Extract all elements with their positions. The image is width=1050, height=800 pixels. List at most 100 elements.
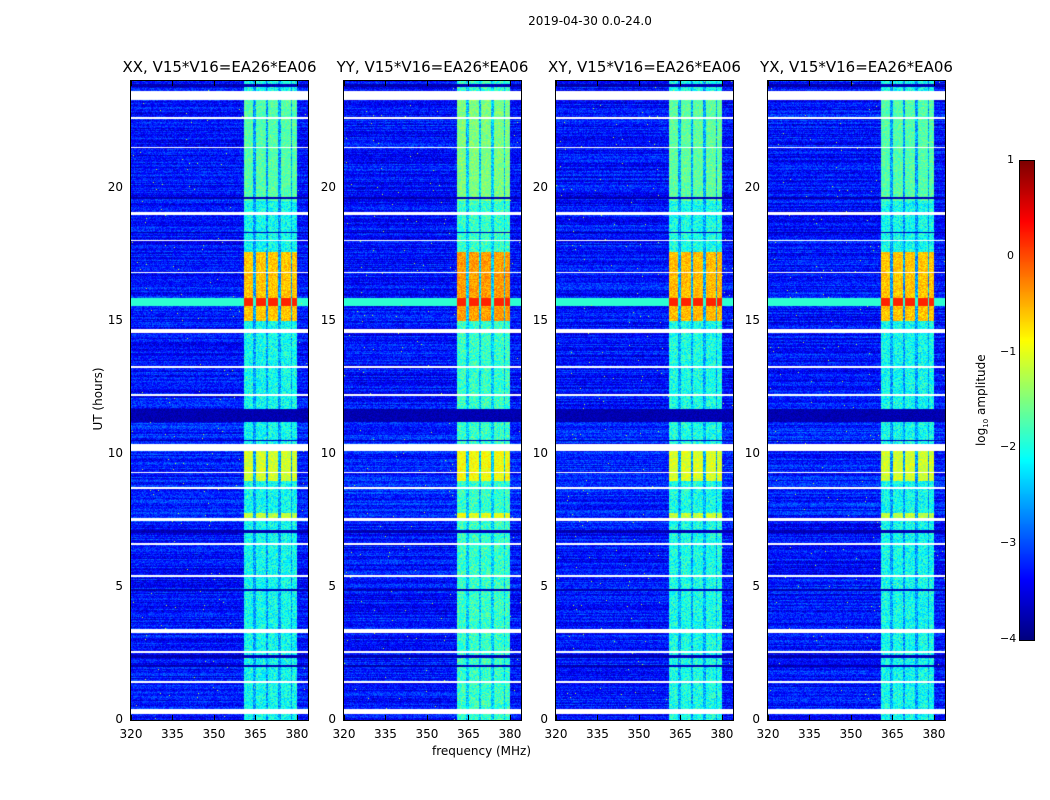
y-tick-label: 20: [532, 179, 548, 194]
panel-0: XX, V15*V16=EA26*EA06 320 335 350 365 380 0 5 10…: [108, 58, 317, 741]
x-tick-mark: [468, 715, 470, 720]
colorbar-label: log10 amplitude: [973, 354, 991, 447]
colorbar-tick-label: −4: [1000, 632, 1017, 645]
x-tick-label: 350: [627, 727, 651, 741]
x-tick-label: 335: [586, 727, 609, 741]
x-tick-mark: [597, 715, 599, 720]
x-tick-label: 350: [415, 727, 439, 741]
x-tick-mark: [213, 81, 215, 86]
x-tick-label: 380: [498, 727, 522, 741]
x-tick-mark: [933, 81, 935, 86]
x-tick-mark: [385, 81, 387, 86]
panel-title: YX, V15*V16=EA26*EA06: [760, 58, 953, 76]
x-tick-mark: [638, 81, 640, 86]
y-tick-label: 5: [115, 578, 123, 593]
heatmap-image: [344, 81, 521, 720]
axes-frame: [343, 80, 522, 721]
x-tick-label: 380: [285, 727, 309, 741]
colorbar-tick-label: −2: [1000, 440, 1017, 454]
y-tick-label: 15: [744, 312, 760, 327]
x-tick-label: 320: [332, 727, 356, 741]
y-tick-label: 0: [540, 712, 548, 726]
colorbar: [1019, 160, 1035, 641]
x-tick-mark: [131, 715, 132, 720]
x-tick-label: 365: [457, 727, 480, 741]
x-tick-mark: [213, 715, 215, 720]
x-tick-mark: [850, 81, 852, 86]
x-tick-label: 365: [881, 727, 904, 741]
axes-frame: [555, 80, 734, 721]
x-tick-mark: [768, 81, 769, 86]
y-tick-label: 10: [532, 445, 548, 460]
x-tick-mark: [721, 81, 723, 86]
heatmap-image: [556, 81, 733, 720]
y-tick-label: 20: [744, 179, 760, 194]
panel-1: YY, V15*V16=EA26*EA06 320 335 350 365 380 0 5 10…: [321, 58, 529, 741]
x-tick-label: 365: [244, 727, 267, 741]
x-tick-mark: [680, 81, 682, 86]
y-tick-label: 0: [115, 712, 123, 726]
y-tick-label: 15: [532, 312, 548, 327]
x-tick-mark: [721, 715, 723, 720]
y-tick-label: 0: [752, 712, 760, 726]
y-tick-label: 15: [107, 312, 123, 327]
x-tick-mark: [638, 715, 640, 720]
y-tick-label: 20: [107, 179, 123, 194]
x-axis-label: frequency (MHz): [432, 744, 532, 758]
y-tick-label: 5: [540, 578, 548, 593]
x-tick-mark: [255, 715, 257, 720]
heatmap-image: [131, 81, 308, 720]
colorbar-tick-label: 0: [1007, 248, 1014, 262]
heatmap-image: [768, 81, 945, 720]
y-tick-label: 20: [320, 179, 336, 194]
x-tick-mark: [426, 81, 428, 86]
x-tick-label: 380: [922, 727, 946, 741]
panel-2: XY, V15*V16=EA26*EA06 320 335 350 365 380 0 5 10…: [533, 58, 741, 741]
x-tick-mark: [850, 715, 852, 720]
y-tick-label: 5: [328, 578, 336, 593]
x-tick-label: 380: [710, 727, 734, 741]
x-tick-mark: [892, 81, 894, 86]
x-tick-mark: [933, 715, 935, 720]
colorbar-tick-label: −3: [1000, 536, 1017, 550]
axes-frame: [130, 80, 309, 721]
y-tick-label: 10: [107, 445, 123, 460]
colorbar-tick-label: 1: [1007, 153, 1014, 166]
y-tick-label: 10: [744, 445, 760, 460]
y-tick-label: 5: [752, 578, 760, 593]
x-tick-label: 335: [798, 727, 821, 741]
x-tick-mark: [892, 715, 894, 720]
x-tick-mark: [809, 81, 811, 86]
x-tick-mark: [255, 81, 257, 86]
x-tick-mark: [172, 81, 174, 86]
x-tick-mark: [172, 715, 174, 720]
x-tick-mark: [296, 81, 298, 86]
x-tick-label: 320: [756, 727, 780, 741]
y-axis-label: UT (hours): [91, 367, 105, 431]
x-tick-mark: [344, 81, 345, 86]
x-tick-label: 335: [161, 727, 184, 741]
x-tick-label: 350: [202, 727, 226, 741]
axes-frame: [767, 80, 946, 721]
x-tick-label: 320: [119, 727, 143, 741]
x-tick-mark: [131, 81, 132, 86]
x-tick-mark: [385, 715, 387, 720]
panel-3: YX, V15*V16=EA26*EA06 320 335 350 365 380 0 5 10…: [745, 58, 953, 741]
x-tick-mark: [468, 81, 470, 86]
figure-title: 2019-04-30 0.0-24.0: [528, 14, 652, 28]
x-tick-mark: [809, 715, 811, 720]
x-tick-mark: [680, 715, 682, 720]
x-tick-mark: [426, 715, 428, 720]
y-tick-label: 0: [328, 712, 336, 726]
x-tick-label: 320: [544, 727, 568, 741]
x-tick-label: 365: [669, 727, 692, 741]
x-tick-mark: [509, 715, 511, 720]
x-tick-label: 335: [374, 727, 397, 741]
x-tick-label: 350: [839, 727, 863, 741]
x-tick-mark: [344, 715, 345, 720]
x-tick-mark: [556, 81, 557, 86]
panel-title: XX, V15*V16=EA26*EA06: [122, 58, 317, 76]
y-tick-label: 15: [320, 312, 336, 327]
x-tick-mark: [768, 715, 769, 720]
